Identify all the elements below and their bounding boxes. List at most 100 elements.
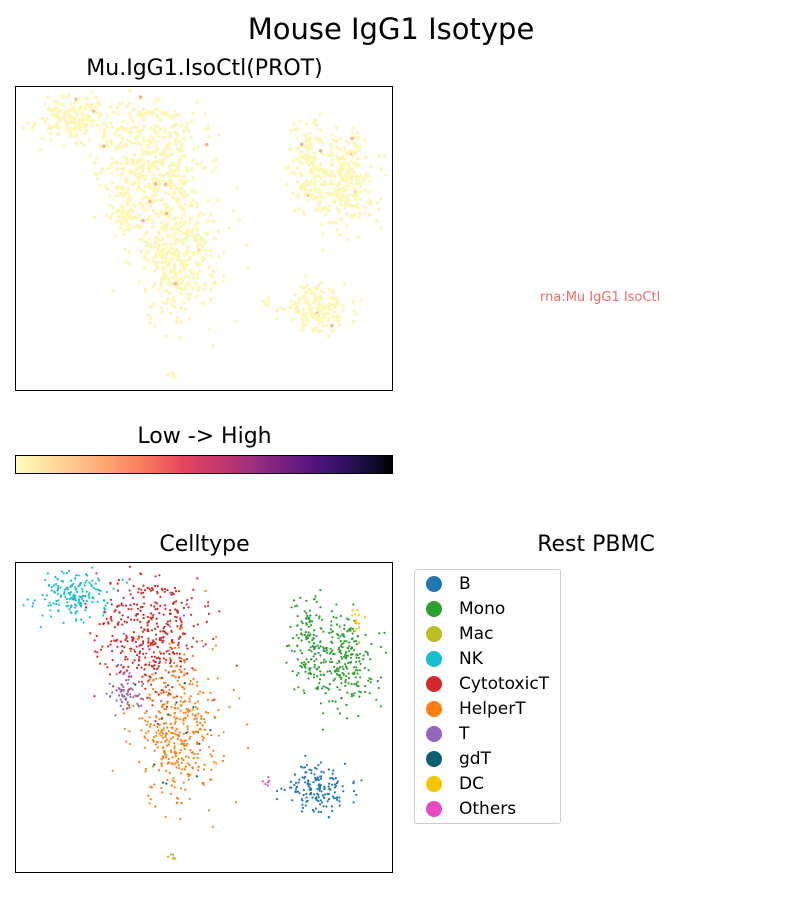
cell-point <box>212 280 216 285</box>
cell-point <box>186 647 189 650</box>
cell-point <box>163 707 166 710</box>
cell-point <box>146 621 149 624</box>
cell-point <box>189 735 192 738</box>
cell-point <box>317 763 320 767</box>
cell-point <box>195 640 198 643</box>
cell-point <box>160 758 163 761</box>
cell-point <box>164 815 167 818</box>
cell-point <box>187 756 190 759</box>
cell-point <box>164 211 169 216</box>
cell-point <box>363 155 368 160</box>
cell-point <box>290 171 294 175</box>
cell-point <box>204 605 207 608</box>
cell-point <box>138 142 142 147</box>
cell-point <box>46 572 49 575</box>
cell-point <box>313 660 316 663</box>
cell-point <box>358 695 361 698</box>
cell-point <box>183 692 186 695</box>
cell-point <box>161 791 164 794</box>
cell-point <box>348 649 351 652</box>
cell-point <box>127 196 131 200</box>
cell-point <box>166 778 169 781</box>
cell-point <box>94 582 97 585</box>
cell-point <box>173 786 176 789</box>
cell-point <box>307 677 310 680</box>
cell-point <box>112 685 115 688</box>
cell-point <box>208 249 213 253</box>
cell-point <box>198 242 202 246</box>
cell-point <box>355 660 358 663</box>
cell-point <box>355 175 360 180</box>
cell-point <box>163 260 167 264</box>
cell-point <box>289 625 292 628</box>
cell-point <box>180 281 184 285</box>
cell-point <box>153 177 157 181</box>
cell-point <box>194 226 198 231</box>
cell-point <box>195 294 199 298</box>
cell-point <box>144 656 147 659</box>
cell-point <box>199 728 202 731</box>
cell-point <box>310 658 313 661</box>
cell-point <box>177 733 180 737</box>
cell-point <box>182 252 186 257</box>
cell-point <box>221 279 225 283</box>
cell-point <box>136 113 140 118</box>
cell-point <box>128 704 131 707</box>
cell-point <box>348 645 351 648</box>
cell-point <box>127 675 130 678</box>
cell-point <box>22 604 25 607</box>
cell-point <box>143 668 146 671</box>
cell-point <box>146 720 149 723</box>
cell-point <box>152 244 157 248</box>
cell-point <box>137 181 141 185</box>
cell-point <box>299 596 302 599</box>
cluster-cytotoxict <box>83 88 239 247</box>
cell-point <box>304 804 307 807</box>
cell-point <box>353 666 356 669</box>
cell-point <box>116 645 119 648</box>
cell-point <box>125 203 130 207</box>
cell-point <box>75 587 78 590</box>
cell-point <box>356 669 359 672</box>
cell-point <box>173 661 176 665</box>
cell-point <box>358 626 361 629</box>
cell-point <box>182 717 185 720</box>
cell-point <box>179 320 184 325</box>
cell-point <box>309 646 312 649</box>
cell-point <box>306 198 311 203</box>
cell-point <box>367 212 372 217</box>
cell-point <box>167 164 172 169</box>
cell-point <box>293 688 296 691</box>
cell-point <box>173 742 176 745</box>
cell-point <box>171 191 175 195</box>
cell-point <box>318 199 322 203</box>
cell-point <box>183 653 186 656</box>
cell-point <box>111 769 114 772</box>
cell-point <box>143 589 147 592</box>
cell-point <box>179 258 183 263</box>
cell-point <box>88 154 92 158</box>
cell-point <box>152 613 155 617</box>
cell-point <box>131 661 134 664</box>
cell-point <box>206 127 210 131</box>
cell-point <box>69 611 72 614</box>
cell-point <box>330 660 334 664</box>
cell-point <box>172 163 176 167</box>
cell-point <box>128 126 133 130</box>
cell-point <box>142 682 145 685</box>
cell-point <box>111 206 115 210</box>
cell-point <box>119 704 122 707</box>
cell-point <box>181 239 186 244</box>
cell-point <box>85 573 88 576</box>
cell-point <box>121 623 124 626</box>
cell-point <box>355 682 358 685</box>
cell-point <box>141 152 145 157</box>
cell-point <box>314 123 319 127</box>
cell-point <box>183 748 186 751</box>
cell-point <box>341 657 344 660</box>
cell-point <box>161 641 164 644</box>
cell-point <box>140 680 143 683</box>
cell-point <box>164 681 167 684</box>
cell-point <box>350 682 353 686</box>
cell-point <box>123 695 126 698</box>
